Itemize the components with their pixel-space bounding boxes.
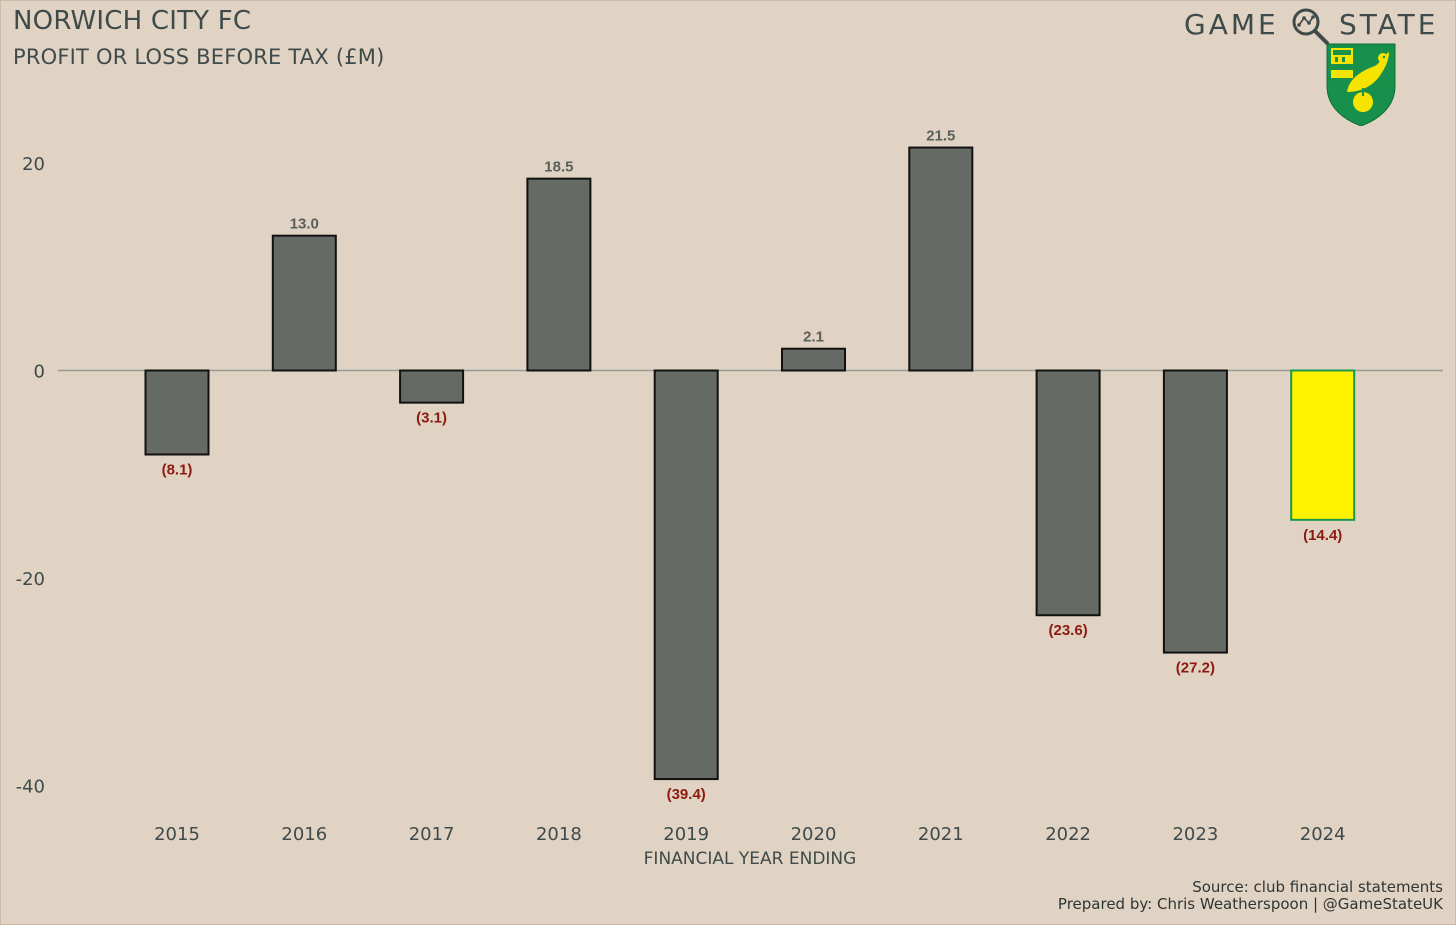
y-tick-label--20: -20 bbox=[16, 569, 45, 590]
data-label-2015: (8.1) bbox=[162, 461, 193, 478]
bar-2016 bbox=[271, 234, 337, 372]
bar-2019 bbox=[653, 369, 719, 781]
x-tick-label-2022: 2022 bbox=[1045, 824, 1091, 845]
x-tick-label-2018: 2018 bbox=[536, 824, 582, 845]
x-tick-label-2023: 2023 bbox=[1172, 824, 1218, 845]
data-label-2024: (14.4) bbox=[1303, 527, 1342, 544]
data-label-2022: (23.6) bbox=[1049, 622, 1088, 639]
credit-note: Prepared by: Chris Weatherspoon | @GameS… bbox=[1057, 895, 1443, 913]
brand-word-game: GAME bbox=[1184, 8, 1279, 41]
bar-2017 bbox=[399, 369, 465, 404]
magnifier-network-icon bbox=[1292, 8, 1329, 45]
data-label-2018: 18.5 bbox=[544, 159, 573, 176]
chart-subtitle: PROFIT OR LOSS BEFORE TAX (£M) bbox=[13, 45, 385, 69]
x-axis-title: FINANCIAL YEAR ENDING bbox=[644, 849, 857, 869]
brand-word-state: STATE bbox=[1339, 8, 1439, 41]
x-tick-label-2020: 2020 bbox=[791, 824, 837, 845]
x-tick-label-2015: 2015 bbox=[154, 824, 200, 845]
y-tick-label--40: -40 bbox=[16, 776, 45, 797]
bar-2024 bbox=[1290, 369, 1356, 521]
bar-2023 bbox=[1162, 369, 1228, 654]
bar-2018 bbox=[526, 177, 592, 372]
bar-2021 bbox=[908, 146, 974, 372]
bar-2020 bbox=[781, 347, 846, 372]
chart-title: NORWICH CITY FC bbox=[13, 6, 252, 36]
bar-2022 bbox=[1035, 369, 1101, 617]
x-tick-label-2021: 2021 bbox=[918, 824, 964, 845]
source-note: Source: club financial statements bbox=[1192, 878, 1443, 896]
x-tick-label-2016: 2016 bbox=[281, 824, 327, 845]
x-tick-label-2019: 2019 bbox=[663, 824, 709, 845]
data-label-2020: 2.1 bbox=[803, 329, 824, 346]
x-tick-label-2017: 2017 bbox=[409, 824, 455, 845]
data-label-2023: (27.2) bbox=[1176, 660, 1215, 677]
x-tick-label-2024: 2024 bbox=[1300, 824, 1346, 845]
y-tick-label-0: 0 bbox=[34, 362, 45, 383]
data-label-2017: (3.1) bbox=[416, 410, 447, 427]
brand-logo: GAME STATE bbox=[1184, 6, 1444, 46]
bar-2015 bbox=[144, 369, 210, 456]
norwich-canary-crest-icon bbox=[1326, 43, 1396, 126]
y-tick-label-20: 20 bbox=[22, 154, 45, 175]
data-label-2016: 13.0 bbox=[290, 216, 319, 233]
data-label-2021: 21.5 bbox=[926, 128, 955, 145]
data-label-2019: (39.4) bbox=[667, 786, 706, 803]
